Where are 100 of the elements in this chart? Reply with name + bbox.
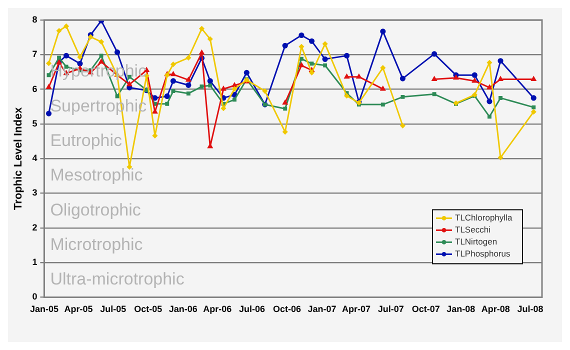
x-tick-label: Jan-05: [30, 304, 58, 314]
point: [164, 93, 170, 100]
y-tick-label: 4: [32, 153, 38, 164]
point: [356, 73, 362, 79]
y-tick-label: 5: [32, 118, 38, 128]
point: [282, 42, 288, 48]
point: [431, 76, 438, 81]
point: [114, 49, 120, 56]
annotation: Eutrophic: [50, 130, 123, 150]
annotation: Ultra-microtrophic: [50, 270, 185, 289]
point: [186, 54, 192, 61]
point: [56, 28, 62, 34]
point: [220, 106, 226, 112]
point: [497, 76, 504, 81]
x-tick-label: Apr-08: [481, 304, 510, 314]
point: [232, 86, 238, 92]
point: [530, 76, 537, 81]
point: [98, 39, 104, 45]
point: [380, 102, 385, 107]
point: [282, 99, 288, 105]
point: [77, 54, 83, 60]
x-tick-label: Oct-05: [134, 304, 162, 314]
point: [498, 154, 504, 160]
point: [283, 106, 288, 111]
point: [308, 38, 315, 44]
point: [165, 102, 170, 106]
point: [126, 80, 132, 86]
y-tick-label: 6: [32, 84, 38, 94]
point: [185, 76, 192, 82]
point: [380, 65, 386, 71]
point: [46, 60, 52, 66]
point: [322, 56, 328, 62]
point: [282, 129, 288, 135]
legend-label: TLChlorophylla: [455, 212, 512, 223]
y-tick-label: 2: [32, 222, 38, 232]
legend-label: TLSecchi: [455, 224, 491, 235]
point: [207, 78, 213, 84]
point: [208, 84, 212, 88]
x-tick-label: Apr-05: [64, 304, 93, 314]
point: [498, 96, 502, 100]
point: [170, 78, 176, 84]
point: [186, 82, 192, 88]
y-tick-label: 0: [32, 292, 38, 302]
y-tick-label: 3: [32, 188, 38, 198]
point: [46, 73, 51, 78]
point: [344, 52, 350, 58]
point: [380, 28, 386, 34]
point: [431, 51, 438, 57]
annotation: Mesotrophic: [50, 166, 144, 185]
annotation: Oligotrophic: [50, 200, 142, 220]
y-axis-title: Trophic Level Index: [12, 106, 25, 210]
point: [220, 85, 226, 91]
x-tick-label: Apr-07: [342, 304, 371, 314]
point: [400, 94, 405, 99]
legend-label: TLNirtogen: [455, 236, 498, 247]
y-tick-label: 8: [32, 14, 38, 24]
point: [323, 63, 328, 68]
x-tick-label: Oct-07: [412, 304, 440, 314]
x-tick-label: Jul-06: [238, 304, 266, 314]
point: [63, 23, 70, 30]
point: [170, 70, 176, 76]
y-tick-label: 7: [32, 49, 38, 60]
point: [344, 73, 350, 79]
point: [344, 93, 350, 99]
point: [498, 58, 504, 64]
point: [322, 41, 328, 47]
point: [99, 54, 104, 58]
x-tick-label: Jul-05: [100, 304, 126, 314]
point: [486, 98, 492, 104]
point: [532, 105, 536, 110]
x-tick-label: Jul-07: [378, 304, 404, 314]
point: [232, 98, 236, 102]
x-tick-label: Jan-08: [446, 304, 476, 314]
point: [170, 62, 176, 68]
point: [530, 109, 536, 115]
point: [472, 72, 478, 78]
point: [400, 122, 406, 128]
x-tick-label: Oct-06: [273, 304, 302, 314]
point: [486, 84, 493, 90]
point: [488, 114, 492, 119]
point: [244, 70, 250, 76]
point: [262, 88, 268, 94]
y-tick-label: 1: [32, 257, 38, 268]
point: [298, 32, 304, 38]
point: [530, 95, 536, 101]
x-tick-label: Jan-06: [168, 304, 198, 314]
annotation: Microtrophic: [50, 234, 144, 254]
point: [472, 77, 478, 83]
point: [207, 36, 213, 42]
point: [299, 56, 304, 61]
point: [171, 89, 176, 94]
point: [198, 49, 205, 55]
point: [432, 92, 436, 96]
point: [198, 26, 205, 32]
point: [380, 85, 386, 91]
point: [186, 91, 190, 96]
point: [298, 62, 305, 68]
point: [63, 52, 70, 58]
x-tick-label: Jul-08: [517, 304, 544, 314]
legend-label: TLPhosphorus: [455, 248, 510, 259]
